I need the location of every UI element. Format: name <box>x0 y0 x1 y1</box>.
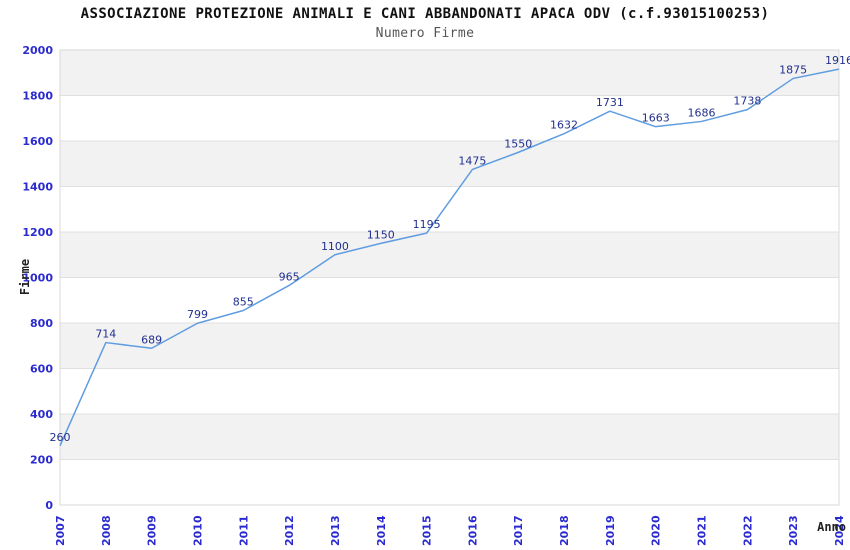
x-tick-label: 2007 <box>54 515 67 546</box>
value-label: 1875 <box>779 63 807 76</box>
value-label: 1663 <box>642 112 670 125</box>
plot-band <box>60 141 839 187</box>
value-label: 965 <box>279 270 300 283</box>
plot-band <box>60 459 839 505</box>
y-tick-label: 1800 <box>22 90 53 103</box>
x-tick-label: 2019 <box>604 515 617 546</box>
value-label: 1150 <box>367 228 395 241</box>
y-tick-label: 800 <box>30 317 53 330</box>
y-axis-tick-labels: 0 200 400 600 800 1000 1200 1400 1600 1800 2000 <box>22 44 53 512</box>
x-tick-label: 2024 <box>833 515 846 546</box>
series-line-firme <box>59 68 840 447</box>
x-tick-label: 2012 <box>283 515 296 546</box>
value-label: 1195 <box>413 218 441 231</box>
x-tick-label: 2017 <box>512 515 525 546</box>
y-tick-label: 1400 <box>22 181 53 194</box>
value-label: 1550 <box>504 137 532 150</box>
plot-border <box>59 49 840 506</box>
x-tick-label: 2011 <box>237 515 250 546</box>
plot-band <box>60 95 839 141</box>
plot-band <box>60 50 839 96</box>
background-bands <box>60 50 839 505</box>
value-label: 1632 <box>550 119 578 132</box>
plot-band <box>60 232 839 278</box>
value-labels: 260 714 689 799 855 965 1100 1150 1195 1475 1550 16… <box>50 54 850 444</box>
x-tick-label: 2013 <box>329 515 342 546</box>
x-tick-label: 2020 <box>650 515 663 546</box>
y-tick-label: 600 <box>30 363 53 376</box>
value-label: 1686 <box>688 106 716 119</box>
plot-band <box>60 186 839 232</box>
plot-band <box>60 277 839 323</box>
plot-band <box>60 323 839 369</box>
x-tick-label: 2014 <box>375 515 388 546</box>
x-tick-label: 2023 <box>787 515 800 546</box>
y-tick-label: 0 <box>45 499 53 512</box>
x-tick-label: 2010 <box>191 515 204 546</box>
y-axis-title: Firme <box>18 259 32 295</box>
x-tick-label: 2022 <box>741 515 754 546</box>
y-tick-label: 1600 <box>22 135 53 148</box>
value-label: 1475 <box>458 154 486 167</box>
y-tick-label: 200 <box>30 454 53 467</box>
y-tick-label: 1200 <box>22 226 53 239</box>
x-tick-label: 2018 <box>558 515 571 546</box>
value-label: 260 <box>50 431 71 444</box>
plot-band <box>60 368 839 414</box>
value-label: 799 <box>187 308 208 321</box>
value-label: 1100 <box>321 240 349 253</box>
chart-subtitle: Numero Firme <box>375 26 475 41</box>
x-tick-label: 2016 <box>466 515 479 546</box>
x-axis-title: Anno <box>817 520 846 534</box>
y-tick-label: 2000 <box>22 44 53 57</box>
value-label: 689 <box>141 333 162 346</box>
value-label: 1916 <box>825 54 850 67</box>
x-tick-label: 2008 <box>100 515 113 546</box>
value-label: 1731 <box>596 96 624 109</box>
x-tick-label: 2015 <box>421 515 434 546</box>
value-label: 1738 <box>733 95 761 108</box>
y-tick-label: 1000 <box>22 272 53 285</box>
chart-title: ASSOCIAZIONE PROTEZIONE ANIMALI E CANI A… <box>80 6 770 22</box>
y-tick-label: 400 <box>30 408 53 421</box>
value-label: 714 <box>95 328 116 341</box>
x-tick-label: 2021 <box>696 515 709 546</box>
x-tick-label: 2009 <box>146 515 159 546</box>
value-label: 855 <box>233 295 254 308</box>
x-axis-tick-labels: 2007 2008 2009 2010 2011 2012 2013 2014 2015 2016… <box>54 515 846 546</box>
plot-band <box>60 414 839 460</box>
